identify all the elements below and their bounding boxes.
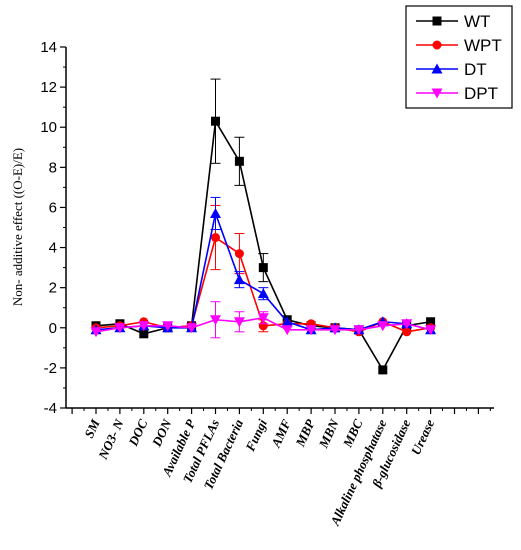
y-tick-label: -2 <box>44 360 57 377</box>
data-point <box>426 317 436 327</box>
legend-marker <box>432 40 442 50</box>
category-label-mbn: MBN <box>315 416 342 451</box>
data-point <box>425 325 437 336</box>
data-point <box>377 321 389 332</box>
data-point <box>258 263 268 273</box>
legend-label: DPT <box>464 84 498 103</box>
data-point <box>402 327 412 337</box>
legend-marker <box>431 88 443 99</box>
series-dpt <box>90 301 437 339</box>
y-tick-label: 0 <box>49 320 57 337</box>
data-point <box>234 249 244 259</box>
legend-label: WT <box>464 12 490 31</box>
y-tick-label: 4 <box>49 240 57 257</box>
legend-marker <box>431 63 443 74</box>
data-point <box>281 325 293 336</box>
y-tick-label: 6 <box>49 199 57 216</box>
data-point <box>401 319 413 330</box>
data-point <box>353 325 365 336</box>
legend-entry-dt: DT <box>416 60 487 79</box>
legend-entry-dpt: DPT <box>416 84 498 103</box>
category-label-mbp: MBP <box>292 416 318 450</box>
y-tick-label: -4 <box>44 400 57 417</box>
data-point <box>139 329 149 339</box>
legend-box <box>405 5 513 109</box>
data-point <box>138 321 150 332</box>
axes: -4 -2 0 2 4 6 8 10 12 14 <box>40 39 494 417</box>
data-point <box>90 327 102 338</box>
legend: WT WPT DT DPT <box>405 5 513 109</box>
category-label-fungi: Fungi <box>242 417 270 455</box>
y-tick-label: 14 <box>40 39 57 56</box>
data-point <box>210 315 221 326</box>
category-label-sm: SM <box>81 417 103 441</box>
data-point <box>257 288 269 299</box>
data-point <box>257 313 269 324</box>
plot-area <box>90 78 437 375</box>
legend-marker <box>432 16 442 26</box>
legend-entry-wt: WT <box>416 12 490 31</box>
category-label-doc: DOC <box>125 417 151 449</box>
data-point <box>233 317 245 328</box>
category-label-amf: AMF <box>268 417 294 451</box>
legend-label: DT <box>464 60 487 79</box>
data-point <box>305 325 317 336</box>
data-point <box>211 116 220 126</box>
data-point <box>114 323 126 334</box>
data-point <box>281 316 293 327</box>
legend-label: WPT <box>464 36 502 55</box>
y-tick-label: 10 <box>40 119 57 136</box>
y-tick-label: 12 <box>40 79 57 96</box>
data-point <box>233 274 245 285</box>
data-point <box>186 323 198 334</box>
legend-entry-wpt: WPT <box>416 36 502 55</box>
data-point <box>329 325 341 336</box>
data-point <box>162 321 174 332</box>
data-point <box>210 207 221 218</box>
data-point <box>378 365 388 375</box>
y-tick-label: 2 <box>49 280 57 297</box>
y-tick-label: 8 <box>49 159 57 176</box>
y-axis-label: Non- additive effect ((O-E)/E) <box>10 148 25 306</box>
data-point <box>234 156 244 166</box>
data-point <box>211 233 220 243</box>
